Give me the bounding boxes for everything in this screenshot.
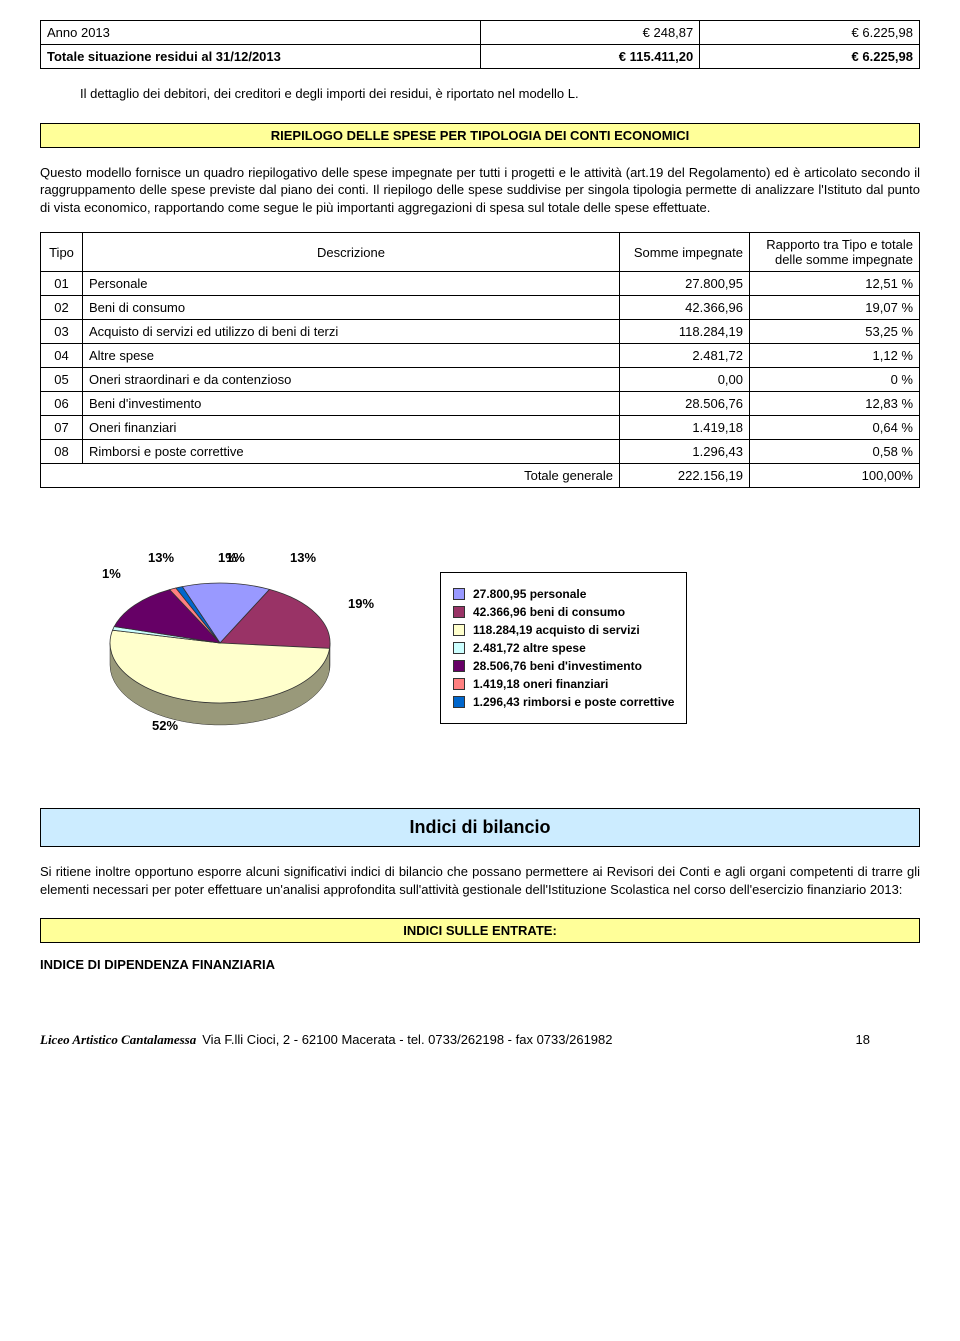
legend-text: 118.284,19 acquisto di servizi (473, 623, 640, 637)
riepilogo-header: RIEPILOGO DELLE SPESE PER TIPOLOGIA DEI … (40, 123, 920, 148)
indici-paragraph: Si ritiene inoltre opportuno esporre alc… (40, 863, 920, 898)
pie-chart: 13%1%1%1%13%19%52% (70, 548, 390, 748)
table-row: 02Beni di consumo42.366,9619,07 % (41, 296, 920, 320)
legend: 27.800,95 personale 42.366,96 beni di con… (440, 572, 687, 724)
legend-swatch (453, 588, 465, 600)
legend-text: 1.296,43 rimborsi e poste correttive (473, 695, 674, 709)
footer: Liceo Artistico Cantalamessa Via F.lli C… (40, 1032, 920, 1048)
table-row: 07Oneri finanziari1.419,180,64 % (41, 416, 920, 440)
legend-item: 28.506,76 beni d'investimento (453, 659, 674, 673)
spese-table: Tipo Descrizione Somme impegnate Rapport… (40, 232, 920, 488)
table-row: 04Altre spese2.481,721,12 % (41, 344, 920, 368)
legend-item: 118.284,19 acquisto di servizi (453, 623, 674, 637)
col-desc: Descrizione (83, 233, 620, 272)
legend-item: 1.419,18 oneri finanziari (453, 677, 674, 691)
dipendenza-title: INDICE DI DIPENDENZA FINANZIARIA (40, 957, 920, 972)
legend-swatch (453, 606, 465, 618)
legend-swatch (453, 624, 465, 636)
legend-swatch (453, 696, 465, 708)
col-rapporto: Rapporto tra Tipo e totale delle somme i… (750, 233, 920, 272)
table-row: 05Oneri straordinari e da contenzioso0,0… (41, 368, 920, 392)
pie-label: 1% (102, 566, 121, 581)
riepilogo-paragraph: Questo modello fornisce un quadro riepil… (40, 164, 920, 217)
legend-swatch (453, 678, 465, 690)
table-row: Anno 2013€ 248,87€ 6.225,98 (41, 21, 920, 45)
pie-label: 13% (290, 550, 316, 565)
table-row: 03Acquisto di servizi ed utilizzo di ben… (41, 320, 920, 344)
pie-label: 19% (348, 596, 374, 611)
legend-text: 42.366,96 beni di consumo (473, 605, 625, 619)
pie-label: 13% (148, 550, 174, 565)
table-row: 06Beni d'investimento28.506,7612,83 % (41, 392, 920, 416)
table-row: 08Rimborsi e poste correttive1.296,430,5… (41, 440, 920, 464)
page-number: 18 (856, 1032, 870, 1047)
legend-text: 28.506,76 beni d'investimento (473, 659, 642, 673)
legend-item: 1.296,43 rimborsi e poste correttive (453, 695, 674, 709)
legend-item: 42.366,96 beni di consumo (453, 605, 674, 619)
legend-item: 2.481,72 altre spese (453, 641, 674, 655)
entrate-header: INDICI SULLE ENTRATE: (40, 918, 920, 943)
table-row: Totale situazione residui al 31/12/2013€… (41, 45, 920, 69)
pie-label: 52% (152, 718, 178, 733)
legend-text: 2.481,72 altre spese (473, 641, 586, 655)
footer-address: Via F.lli Cioci, 2 - 62100 Macerata - te… (202, 1032, 612, 1047)
chart-area: 13%1%1%1%13%19%52% 27.800,95 personale42… (70, 548, 920, 748)
legend-item: 27.800,95 personale (453, 587, 674, 601)
legend-swatch (453, 642, 465, 654)
col-somme: Somme impegnate (620, 233, 750, 272)
legend-swatch (453, 660, 465, 672)
indici-header: Indici di bilancio (40, 808, 920, 847)
legend-text: 27.800,95 personale (473, 587, 586, 601)
table-row: 01Personale27.800,9512,51 % (41, 272, 920, 296)
footer-school: Liceo Artistico Cantalamessa (40, 1032, 196, 1048)
summary-table: Anno 2013€ 248,87€ 6.225,98Totale situaz… (40, 20, 920, 69)
intro-paragraph: Il dettaglio dei debitori, dei creditori… (40, 85, 920, 103)
legend-text: 1.419,18 oneri finanziari (473, 677, 608, 691)
pie-label: 1% (226, 550, 245, 565)
total-row: Totale generale222.156,19100,00% (41, 464, 920, 488)
col-tipo: Tipo (41, 233, 83, 272)
